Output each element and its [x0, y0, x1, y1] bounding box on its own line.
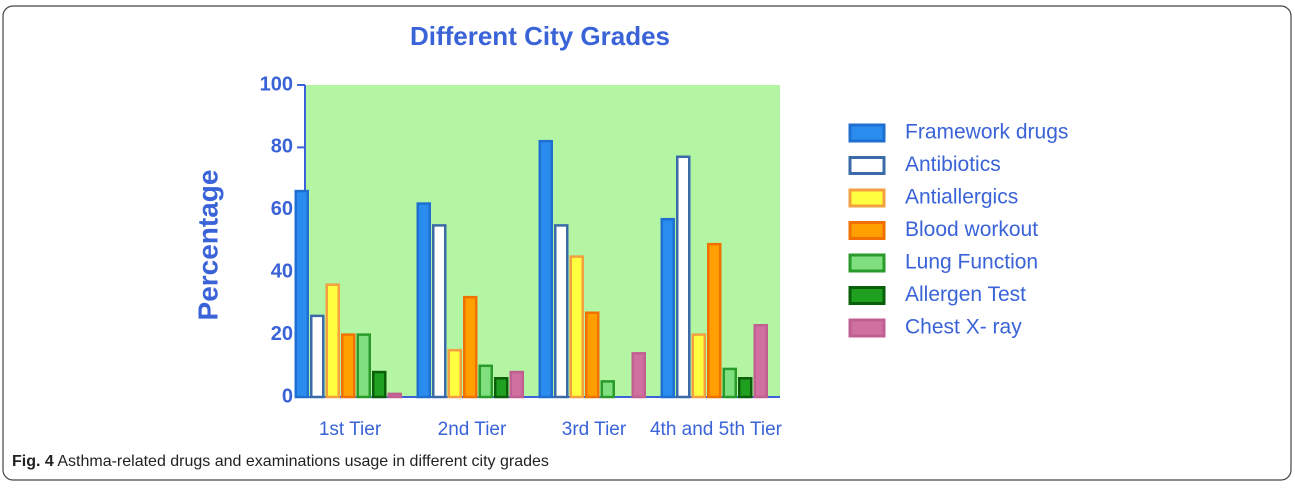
bar: [691, 333, 706, 399]
chart-title: Different City Grades: [410, 21, 670, 51]
bar: [554, 224, 569, 399]
caption-text: Asthma-related drugs and examinations us…: [57, 453, 549, 470]
y-tick-label: 100: [260, 73, 293, 95]
bar: [676, 155, 691, 399]
legend-label: Lung Function: [905, 251, 1038, 274]
legend-label: Allergen Test: [905, 283, 1026, 306]
y-tick-label: 80: [271, 136, 293, 158]
legend-label: Blood workout: [905, 218, 1038, 241]
bar: [569, 255, 584, 399]
bar: [631, 352, 646, 399]
y-axis-label: Percentage: [192, 170, 223, 321]
legend-swatch: [848, 123, 886, 143]
x-tick-label: 1st Tier: [319, 419, 382, 440]
bar: [387, 392, 402, 399]
legend-swatch: [848, 156, 886, 175]
bar: [356, 333, 371, 399]
bar: [432, 224, 447, 399]
x-tick-label: 3rd Tier: [562, 419, 627, 440]
x-tick-label: 2nd Tier: [438, 419, 507, 440]
legend-label: Chest X- ray: [905, 316, 1022, 339]
y-tick-label: 60: [271, 198, 293, 220]
legend-label: Antibiotics: [905, 153, 1001, 176]
bar: [463, 295, 478, 399]
caption-label: Fig. 4: [12, 453, 54, 470]
bar: [478, 364, 493, 399]
x-tick-label: 4th and 5th Tier: [650, 419, 783, 440]
bar: [600, 380, 615, 399]
y-tick-label: 0: [282, 385, 293, 407]
bar: [660, 217, 675, 399]
frame: [2, 5, 1292, 481]
legend-swatch: [848, 221, 886, 240]
bar: [325, 283, 340, 399]
bar: [372, 370, 387, 399]
bar: [416, 202, 431, 399]
legend-swatch: [848, 286, 886, 305]
bar: [509, 370, 524, 399]
bar: [494, 377, 509, 399]
bar: [447, 348, 462, 399]
y-tick-label: 20: [271, 323, 293, 345]
legend-label: Antiallergics: [905, 186, 1018, 209]
bar: [738, 377, 753, 399]
bar: [294, 189, 309, 399]
legend-swatch: [848, 188, 886, 208]
caption: Fig. 4 Asthma-related drugs and examinat…: [12, 453, 549, 470]
bar: [722, 367, 737, 399]
legend-label: Framework drugs: [905, 121, 1068, 144]
legend-swatch: [848, 253, 886, 273]
bar: [753, 323, 768, 399]
bar: [707, 242, 722, 399]
y-tick-label: 40: [271, 260, 293, 282]
bar: [585, 311, 600, 399]
bar: [341, 333, 356, 399]
legend-swatch: [848, 318, 886, 338]
bar: [310, 314, 325, 399]
bar: [538, 139, 553, 399]
